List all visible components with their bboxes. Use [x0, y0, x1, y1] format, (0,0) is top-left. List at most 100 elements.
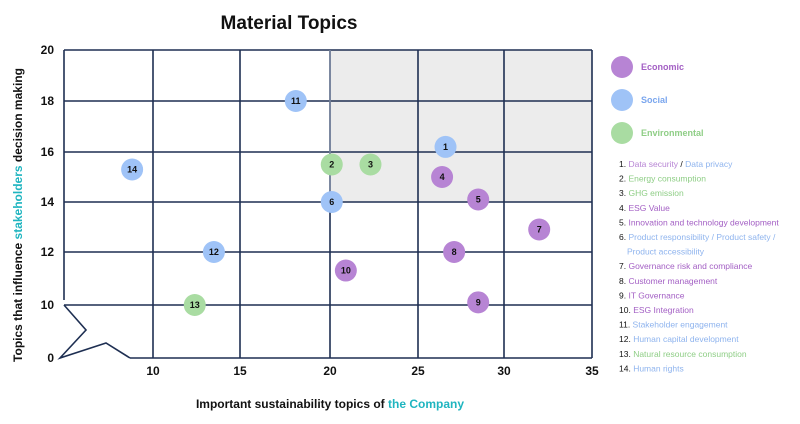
chart-title: Material Topics: [221, 13, 358, 34]
x-axis-label: Important sustainability topics of the C…: [196, 397, 464, 411]
data-point-label: 14: [127, 165, 137, 175]
x-tick-label: 25: [411, 364, 425, 378]
data-point: 4: [431, 166, 454, 188]
data-point: 8: [443, 241, 466, 263]
topic-list: 1. Data security / Data privacy 2. Energy…: [619, 159, 779, 373]
topic-text-part: 7.: [619, 261, 628, 271]
axis-label-part: stakeholders: [11, 165, 25, 239]
topic-list-item: 11. Stakeholder engagement: [619, 320, 728, 330]
data-point: 14: [121, 158, 144, 181]
topic-text-part: Human rights: [633, 363, 684, 373]
topic-text-part: Energy consumption: [628, 174, 706, 184]
topic-list-item: 6. Product responsibility / Product safe…: [619, 232, 776, 242]
data-point: 2: [320, 153, 343, 176]
data-point-marker: [320, 153, 343, 176]
legend-label: Social: [641, 95, 668, 105]
legend-item: Economic: [611, 56, 684, 78]
legend: Economic Social Environmental: [611, 56, 704, 144]
data-point-label: 1: [443, 142, 448, 152]
data-point-label: 9: [476, 297, 481, 307]
topic-text-part: 12.: [619, 334, 633, 344]
axis-label-part: the Company: [388, 397, 464, 411]
topic-text-part: 13.: [619, 349, 633, 359]
topic-text-part: Customer management: [628, 276, 717, 286]
topic-list-item: 3. GHG emission: [619, 188, 684, 198]
data-point: 7: [528, 218, 551, 241]
data-point: 13: [183, 294, 206, 316]
y-tick-label: 10: [41, 298, 55, 312]
axis-label-part: Topics that influence: [11, 239, 25, 361]
data-point-marker: [443, 241, 466, 263]
topic-list-item: Product accessibility: [627, 247, 705, 257]
legend-item: Social: [611, 89, 668, 111]
legend-item: Environmental: [611, 122, 704, 144]
topic-list-item: 5. Innovation and technology development: [619, 217, 779, 227]
topic-text-part: IT Governance: [628, 290, 684, 300]
topic-list-item: 1. Data security / Data privacy: [619, 159, 733, 169]
axis-label-part: decision making: [11, 68, 25, 165]
data-point: 12: [202, 241, 225, 263]
data-point-marker: [284, 90, 307, 112]
topic-list-item: 12. Human capital development: [619, 334, 739, 344]
data-point-marker: [431, 166, 454, 188]
x-tick-label: 15: [233, 364, 247, 378]
data-point-label: 13: [190, 300, 200, 310]
data-point-marker: [334, 259, 357, 282]
x-tick-label: 35: [585, 364, 599, 378]
data-point-marker: [467, 188, 490, 211]
data-point-marker: [121, 158, 144, 181]
data-point-label: 8: [452, 247, 457, 257]
topic-text-part: 14.: [619, 363, 633, 373]
y-axis-label: Topics that influence stakeholders decis…: [11, 68, 25, 362]
data-point-label: 12: [209, 247, 219, 257]
data-point-marker: [202, 241, 225, 263]
topic-text-part: Human capital development: [633, 334, 739, 344]
legend-marker: [611, 122, 633, 144]
topic-text-part: Data security: [628, 159, 678, 169]
y-tick-label: 16: [41, 145, 55, 159]
topic-list-item: 10. ESG Integration: [619, 305, 694, 315]
topic-text-part: ESG Value: [628, 203, 670, 213]
topic-list-item: 7. Governance risk and compliance: [619, 261, 753, 271]
topic-list-item: 2. Energy consumption: [619, 174, 706, 184]
legend-label: Economic: [641, 62, 684, 72]
topic-text-part: /: [678, 159, 685, 169]
y-axis-ticks: 20 18 16 14 12 10 0: [41, 43, 55, 365]
data-point: 10: [334, 259, 357, 282]
data-point: 1: [434, 135, 457, 158]
legend-marker: [611, 89, 633, 111]
data-point-marker: [467, 291, 490, 314]
topic-list-item: 13. Natural resource consumption: [619, 349, 747, 359]
legend-marker: [611, 56, 633, 78]
data-point-marker: [183, 294, 206, 316]
data-point-label: 4: [440, 172, 445, 182]
topic-text-part: Product responsibility / Product safety …: [628, 232, 776, 242]
data-point-marker: [434, 135, 457, 158]
topic-text-part: 2.: [619, 174, 628, 184]
y-tick-label: 20: [41, 43, 55, 57]
topic-text-part: Data privacy: [685, 159, 733, 169]
data-point: 6: [320, 191, 343, 213]
topic-text-part: 8.: [619, 276, 628, 286]
topic-list-item: 9. IT Governance: [619, 290, 685, 300]
topic-list-item: 4. ESG Value: [619, 203, 670, 213]
y-tick-label: 14: [41, 195, 55, 209]
topic-text-part: 10.: [619, 305, 633, 315]
topic-text-part: 1.: [619, 159, 628, 169]
data-point-label: 7: [537, 225, 542, 235]
y-tick-label: 18: [41, 94, 55, 108]
data-point-label: 2: [329, 160, 334, 170]
topic-text-part: 6.: [619, 232, 628, 242]
topic-list-item: 8. Customer management: [619, 276, 718, 286]
x-tick-label: 10: [146, 364, 160, 378]
topic-text-part: Product accessibility: [627, 247, 705, 257]
topic-text-part: 4.: [619, 203, 628, 213]
topic-text-part: Innovation and technology development: [628, 217, 779, 227]
data-point: 11: [284, 90, 307, 112]
topic-text-part: 9.: [619, 290, 628, 300]
highlight-region: [330, 50, 592, 202]
data-point: 9: [467, 291, 490, 314]
y-tick-label: 12: [41, 245, 55, 259]
